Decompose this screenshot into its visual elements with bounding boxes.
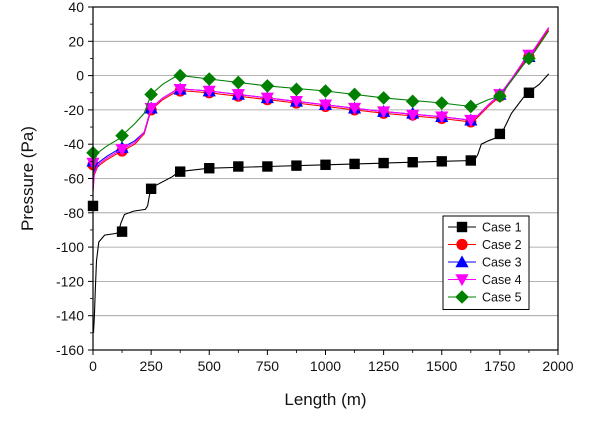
marker-square (456, 221, 468, 233)
marker-diamond (493, 89, 507, 103)
series-case-2 (87, 28, 550, 193)
marker-square (174, 166, 186, 177)
marker-square (116, 226, 128, 237)
marker-square (378, 157, 389, 169)
marker-inverted-triangle (260, 92, 274, 105)
marker-inverted-triangle (406, 109, 420, 122)
legend-label: Case 3 (482, 256, 522, 270)
marker-square (407, 157, 418, 168)
axes-layer: -160 -140 -120 -100 -80 -60 -40 -20 0 20 40 0 250 500… (18, 0, 574, 409)
marker-inverted-triangle (202, 85, 216, 98)
y-tick-label: -100 (56, 239, 84, 255)
legend-label: Case 1 (482, 221, 522, 235)
y-tick-label: 40 (68, 0, 84, 15)
marker-diamond (434, 96, 449, 110)
legend-item-case-1: Case 1 (448, 221, 522, 235)
series-layer (86, 27, 550, 333)
marker-square (320, 159, 331, 170)
x-tick-label: 500 (198, 358, 222, 374)
x-axis-title: Length (m) (284, 390, 366, 409)
marker-diamond (144, 87, 158, 102)
marker-circle (456, 238, 468, 251)
marker-inverted-triangle (144, 102, 158, 115)
marker-square (291, 160, 302, 171)
marker-square (494, 128, 506, 140)
legend-item-case-4: Case 4 (448, 273, 522, 287)
y-tick-label: -160 (56, 342, 84, 358)
legend: Case 1 Case 2 Case 3 Case 4 Case 5 (442, 215, 530, 310)
marker-square (145, 183, 157, 194)
y-tick-label: -120 (56, 273, 84, 289)
series-case-5 (86, 30, 550, 179)
y-tick-label: -20 (64, 102, 84, 118)
x-tick-label: 1250 (368, 358, 399, 374)
legend-label: Case 5 (482, 291, 522, 305)
marker-diamond (289, 82, 304, 97)
marker-inverted-triangle (231, 89, 245, 102)
marker-diamond (115, 128, 129, 143)
marker-square (204, 163, 215, 174)
marker-diamond (455, 290, 469, 304)
marker-square (465, 155, 477, 166)
x-tick-label: 250 (139, 358, 163, 374)
y-tick-label: -140 (56, 308, 84, 324)
x-tick-label: 1750 (484, 358, 515, 374)
y-axis-title: Pressure (Pa) (18, 126, 37, 231)
legend-label: Case 2 (482, 238, 522, 252)
marker-inverted-triangle (318, 99, 333, 112)
marker-inverted-triangle (115, 144, 129, 156)
marker-inverted-triangle (347, 102, 362, 115)
x-tick-label: 2000 (542, 358, 573, 374)
marker-diamond (231, 75, 246, 90)
marker-inverted-triangle (455, 274, 469, 287)
legend-item-case-5: Case 5 (448, 290, 522, 305)
marker-diamond (260, 79, 275, 93)
x-tick-label: 1000 (310, 358, 341, 374)
marker-inverted-triangle (289, 96, 304, 108)
marker-diamond (202, 72, 217, 86)
legend-label: Case 4 (482, 273, 522, 287)
y-tick-label: -80 (64, 205, 84, 221)
marker-square (436, 156, 447, 167)
marker-square (349, 158, 360, 170)
y-tick-label: 0 (76, 68, 84, 84)
y-tick-label: -60 (64, 171, 84, 187)
marker-inverted-triangle (464, 114, 478, 127)
grid-layer (93, 40, 558, 317)
marker-square (233, 161, 244, 172)
marker-square (262, 161, 273, 172)
x-tick-label: 1500 (426, 358, 457, 374)
legend-item-case-2: Case 2 (448, 238, 522, 252)
marker-diamond (464, 99, 478, 114)
x-tick-label: 0 (89, 358, 97, 374)
x-tick-label: 750 (256, 358, 280, 374)
marker-square (523, 87, 535, 98)
marker-diamond (173, 68, 187, 83)
y-tick-label: 20 (68, 33, 84, 49)
marker-diamond (405, 94, 420, 109)
marker-inverted-triangle (173, 84, 187, 96)
marker-inverted-triangle (377, 106, 391, 119)
marker-diamond (347, 87, 362, 102)
legend-item-case-3: Case 3 (448, 255, 522, 270)
marker-diamond (318, 84, 333, 98)
marker-triangle (455, 255, 469, 268)
y-tick-label: -40 (64, 136, 84, 152)
marker-diamond (522, 51, 536, 66)
marker-inverted-triangle (435, 111, 449, 124)
marker-diamond (376, 91, 391, 105)
